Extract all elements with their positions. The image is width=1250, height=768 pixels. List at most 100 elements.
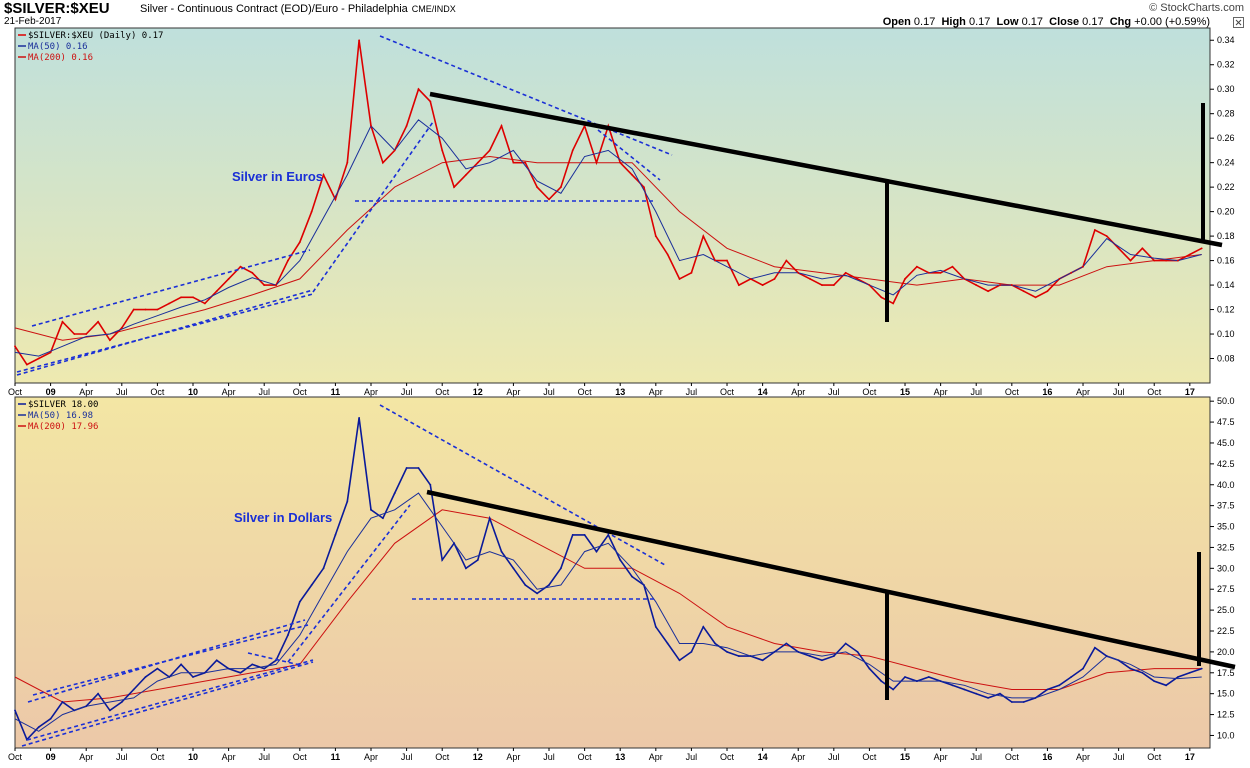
price-point [1046,688,1049,691]
legend-entry: MA(50) 0.16 [28,42,88,52]
x-tick-label: Apr [649,387,663,397]
price-point [1188,253,1191,256]
price-point [536,592,539,595]
price-point [1034,696,1037,699]
price-point [239,671,242,674]
y-tick-label: 12.5 [1217,710,1235,720]
price-point [370,508,372,511]
x-tick-label: Apr [222,387,236,397]
price-point [1117,247,1120,250]
price-point [666,642,669,645]
ma50-line [14,492,1202,732]
price-point [227,667,230,670]
price-point [536,186,539,189]
x-tick-label: 17 [1185,387,1195,397]
y-tick-label: 50.0 [1217,396,1235,406]
price-point [381,161,384,164]
y-tick-label: 22.5 [1217,626,1235,636]
price-point [595,161,598,164]
y-tick-label: 27.5 [1217,584,1235,594]
price-point [999,692,1001,695]
x-tick-label: Oct [720,752,735,762]
y-tick-label: 0.28 [1217,109,1235,119]
price-point [1105,235,1108,238]
price-point [132,308,135,311]
price-point [215,290,218,293]
price-point [14,345,16,348]
price-point [263,284,266,286]
price-point [73,333,76,335]
x-tick-label: Apr [222,752,236,762]
price-point [61,701,64,703]
price-point [1165,684,1167,687]
price-point [797,271,800,274]
price-point [251,663,254,666]
price-point [1153,259,1156,262]
price-point [927,676,930,678]
dashed-trendline [379,35,673,156]
y-tick-label: 0.34 [1217,35,1235,45]
resistance-trendline [429,91,1223,248]
price-point [631,173,633,176]
x-tick-label: Apr [1076,387,1090,397]
chart-date: 21-Feb-2017 [4,16,62,27]
price-point [49,351,52,354]
price-point [310,210,313,213]
price-point [156,308,159,311]
price-point [1070,271,1073,274]
price-point [488,517,491,520]
y-tick-label: 0.16 [1217,256,1235,266]
price-point [773,278,776,280]
x-tick-label: Apr [791,752,805,762]
x-tick-label: Oct [150,387,165,397]
x-tick-label: 09 [46,387,56,397]
price-point [203,671,206,674]
price-point [761,659,764,662]
price-point [1165,259,1167,262]
price-point [975,692,978,695]
price-point [702,625,705,628]
price-point [999,284,1001,286]
x-tick-label: Apr [506,387,520,397]
dashed-trendline [597,129,661,181]
price-point [761,284,764,286]
price-point [346,161,349,164]
price-point [904,676,906,678]
price-point [548,584,550,586]
price-point [453,542,455,545]
x-tick-label: Oct [293,387,308,397]
price-point [334,198,337,201]
price-point [192,676,194,678]
price-point [1093,229,1096,231]
x-tick-label: Oct [8,387,23,397]
y-tick-label: 17.5 [1217,668,1235,678]
x-tick-label: 13 [615,752,625,762]
close-box-icon[interactable] [1233,17,1244,28]
price-point [868,667,871,670]
price-point [619,161,622,164]
y-tick-label: 0.12 [1217,305,1235,315]
price-point [1093,646,1096,649]
price-point [465,567,467,570]
y-tick-label: 47.5 [1217,417,1235,427]
x-tick-label: Apr [506,752,520,762]
brand-logo: © StockCharts.com [1149,2,1244,14]
x-tick-label: Oct [720,387,735,397]
price-point [1105,655,1108,657]
x-tick-label: Apr [649,752,663,762]
x-tick-label: Apr [364,752,378,762]
x-tick-label: 15 [900,752,910,762]
x-tick-label: Jul [970,752,982,762]
price-point [548,198,550,201]
price-point [844,271,847,274]
price-point [1200,667,1203,670]
dashed-trendline [16,289,314,376]
price-point [334,533,337,536]
price-point [85,705,88,708]
price-point [975,284,978,286]
x-tick-label: Oct [1147,752,1162,762]
price-point [488,149,491,152]
price-point [180,296,183,299]
price-point [37,726,40,729]
